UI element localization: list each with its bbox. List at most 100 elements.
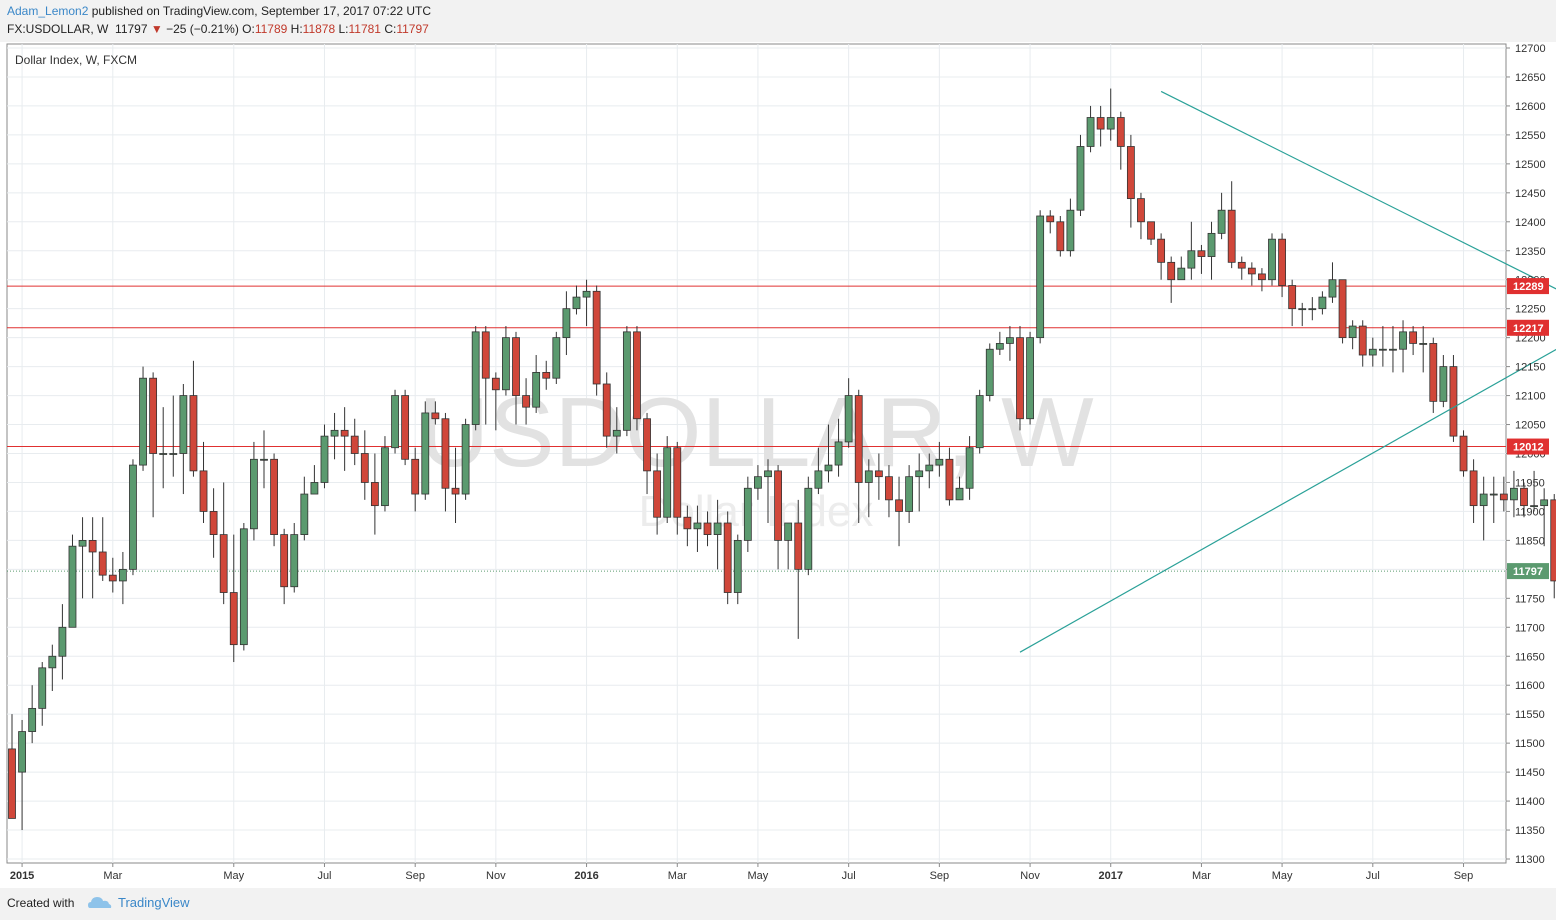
chart-header: Adam_Lemon2 published on TradingView.com…	[0, 0, 1556, 42]
tradingview-link[interactable]: TradingView	[118, 895, 190, 910]
candle-body	[8, 748, 16, 819]
candle-body	[754, 476, 762, 489]
candle-body	[814, 470, 823, 489]
candle-body	[985, 348, 994, 396]
x-tick-label: Sep	[405, 870, 425, 882]
candle-body	[58, 626, 67, 657]
symbol-label: FX:USDOLLAR, W	[7, 22, 109, 36]
candle-body	[139, 377, 147, 466]
candle-body	[108, 574, 117, 582]
candle-body	[723, 522, 732, 593]
author-link[interactable]: Adam_Lemon2	[7, 4, 89, 18]
publish-info: Adam_Lemon2 published on TradingView.com…	[7, 4, 431, 18]
candle-body	[703, 522, 712, 535]
y-tick-label: 11950	[1515, 477, 1545, 489]
candle-body	[1298, 308, 1307, 311]
candle-body	[935, 458, 944, 466]
candle-body	[18, 731, 26, 773]
y-tick-label: 11400	[1515, 796, 1545, 808]
candle-body	[562, 308, 571, 339]
candle-body	[824, 464, 833, 472]
publish-text: published on TradingView.com, September …	[91, 4, 432, 18]
candle-body	[885, 476, 893, 501]
candle-body	[330, 429, 339, 437]
candle-body	[955, 487, 964, 501]
candle-body	[895, 499, 903, 512]
candle-body	[179, 395, 188, 454]
candle-body	[1167, 261, 1176, 281]
candle-body	[1399, 331, 1407, 350]
x-tick-label: Mar	[103, 870, 122, 882]
candle-body	[582, 290, 591, 298]
candle-body	[68, 545, 77, 628]
candle-body	[542, 371, 551, 379]
candle-body	[1056, 221, 1065, 252]
candle-body	[169, 453, 178, 455]
y-tick-label: 12500	[1515, 159, 1546, 171]
candle-body	[391, 395, 399, 449]
candle-body	[915, 470, 924, 478]
candle-body	[995, 343, 1004, 350]
candle-body	[1207, 232, 1216, 257]
candle-body	[1227, 209, 1236, 263]
last-price-label: 11797	[1513, 566, 1543, 578]
candle-body	[1278, 238, 1286, 286]
candle-body	[1459, 435, 1468, 472]
y-tick-label: 12350	[1515, 246, 1546, 258]
level-tag-label: 12217	[1513, 323, 1544, 335]
candle-body	[340, 429, 349, 437]
candle-body	[320, 435, 329, 483]
x-tick-label: Nov	[1020, 870, 1040, 882]
close-value: 11797	[396, 22, 429, 36]
candle-body	[1368, 348, 1377, 356]
y-tick-label: 11900	[1515, 506, 1545, 518]
high-label: H:	[290, 22, 303, 36]
x-tick-label: Nov	[486, 870, 506, 882]
candle-body	[733, 539, 742, 593]
level-tag-label: 12012	[1513, 442, 1544, 454]
x-tick-label: Jul	[1366, 870, 1380, 882]
low-value: 11781	[348, 22, 381, 36]
candle-body	[1348, 325, 1357, 339]
candle-body	[1469, 470, 1478, 507]
candle-body	[622, 331, 631, 431]
y-tick-label: 11750	[1515, 593, 1545, 605]
candle-body	[1439, 366, 1448, 402]
x-tick-label: 2015	[10, 870, 34, 882]
candle-body	[633, 331, 641, 420]
candle-body	[1137, 198, 1145, 223]
candle-body	[78, 539, 87, 547]
y-tick-label: 11850	[1515, 535, 1545, 547]
candle-body	[1116, 117, 1125, 147]
candle-body	[1147, 221, 1155, 240]
footer: Created with TradingView	[0, 888, 1556, 920]
candle-body	[874, 470, 883, 478]
candle-body	[219, 534, 228, 593]
candle-body	[1237, 261, 1246, 269]
candle-body	[1197, 250, 1206, 257]
candle-body	[441, 418, 450, 489]
y-tick-label: 12550	[1515, 130, 1546, 142]
candle-body	[199, 470, 208, 512]
candle-body	[401, 395, 410, 460]
y-tick-label: 11500	[1515, 738, 1545, 750]
candle-body	[88, 539, 97, 553]
candle-body	[784, 522, 793, 541]
y-tick-label: 12700	[1515, 43, 1546, 55]
candle-body	[1489, 493, 1498, 496]
level-tag	[1507, 319, 1549, 336]
y-tick-label: 11550	[1515, 709, 1545, 721]
candle-body	[260, 458, 268, 461]
candle-body	[512, 337, 520, 396]
price-chart[interactable]: USDOLLAR, W Dollar Index 113001135011400…	[0, 42, 1556, 888]
candle-body	[1328, 279, 1337, 298]
candle-body	[300, 493, 309, 535]
x-tick-label: Sep	[1454, 870, 1474, 882]
candle-body	[1449, 366, 1458, 437]
horizontal-levels	[7, 285, 1506, 572]
down-arrow-icon: ▼	[150, 22, 163, 36]
candle-body	[481, 331, 490, 379]
candle-body	[693, 522, 702, 530]
candle-body	[965, 447, 974, 489]
high-value: 11878	[302, 22, 336, 36]
